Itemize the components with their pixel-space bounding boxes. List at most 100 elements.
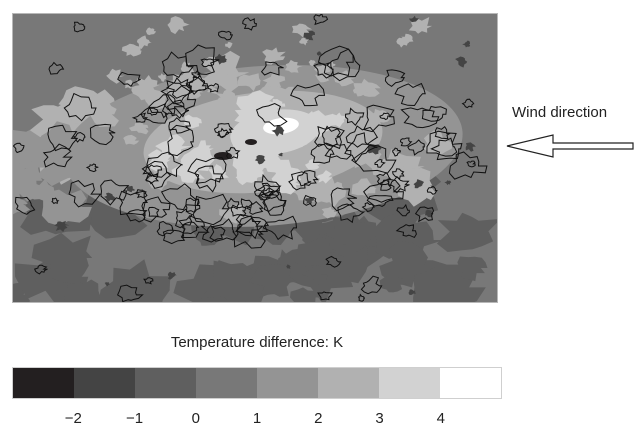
contour-line: [141, 160, 172, 189]
contour-line: [396, 203, 410, 217]
contour-line: [317, 291, 333, 301]
contour-line: [357, 293, 366, 302]
field-patch: [401, 33, 414, 44]
contour-line: [448, 151, 488, 180]
field-patch: [292, 23, 313, 38]
field-patch: [316, 51, 322, 56]
field-patch: [131, 83, 151, 97]
colorbar-tick-label: 3: [375, 410, 384, 427]
contour-line: [187, 157, 227, 184]
field-patch: [271, 125, 285, 137]
contour-line: [394, 82, 426, 107]
field-patch: [301, 265, 328, 285]
contour-line: [194, 165, 224, 193]
field-patch: [275, 174, 302, 195]
contour-line: [166, 77, 193, 99]
contour-line: [314, 126, 345, 150]
field-patch: [136, 75, 160, 94]
field-patch: [123, 134, 140, 145]
contour-line: [147, 107, 159, 116]
field-patch: [413, 179, 424, 189]
contour-line: [207, 83, 220, 93]
contour-line: [162, 229, 186, 245]
field-patch: [145, 27, 156, 36]
field-patch: [262, 72, 286, 88]
contour-line: [167, 124, 194, 157]
contour-line: [200, 58, 215, 68]
contour-line: [185, 74, 209, 92]
contour-line: [374, 158, 386, 168]
contour-line: [51, 197, 60, 205]
contour-line: [48, 61, 65, 75]
field-patch: [31, 232, 93, 284]
contour-line: [185, 44, 220, 75]
field-patch: [180, 61, 192, 73]
contour-line: [233, 217, 266, 249]
field-patch: [308, 59, 316, 67]
field-patch: [462, 40, 471, 48]
field-patch: [214, 53, 228, 65]
contour-line: [142, 164, 163, 177]
field-patch: [35, 150, 79, 187]
contour-line: [344, 132, 378, 164]
contour-line: [217, 30, 234, 41]
contour-line: [160, 80, 195, 105]
contour-line: [384, 69, 406, 88]
contour-line: [345, 125, 379, 148]
contour-line: [148, 94, 185, 119]
field-patch: [208, 164, 229, 181]
temperature-field: [13, 14, 497, 302]
contour-line: [63, 92, 97, 122]
field-patch: [321, 206, 337, 219]
contour-line: [140, 102, 169, 124]
contour-line: [379, 112, 390, 121]
field-patch: [305, 159, 320, 170]
field-patch: [259, 155, 283, 173]
colorbar-tick-label: 2: [314, 410, 323, 427]
field-patch: [408, 289, 416, 295]
contour-line: [13, 142, 25, 154]
contour-line: [466, 160, 476, 168]
field-patch: [147, 149, 172, 172]
field-patch: [324, 216, 379, 253]
colorbar-swatch: [13, 368, 74, 398]
field-patch: [98, 259, 171, 302]
field-patch: [254, 155, 266, 165]
contour-line: [202, 224, 226, 243]
contour-line: [351, 144, 397, 174]
contour-line: [255, 102, 288, 127]
field-patch: [366, 144, 382, 155]
contour-line: [117, 71, 141, 88]
field-patch: [167, 271, 177, 280]
contour-line: [392, 168, 405, 180]
field-patch: [245, 139, 257, 145]
contour-line: [163, 84, 197, 118]
field-patch: [157, 73, 167, 82]
contour-line: [330, 187, 358, 212]
contour-line: [192, 193, 230, 226]
colorbar-swatch: [196, 368, 257, 398]
contour-line: [14, 196, 36, 215]
field-patch: [379, 275, 407, 293]
contour-line: [322, 125, 341, 147]
field-patch: [54, 220, 70, 232]
contour-line: [143, 277, 154, 285]
colorbar-swatch: [135, 368, 196, 398]
contour-line: [142, 196, 171, 223]
field-patch: [166, 82, 186, 103]
contour-line: [160, 183, 200, 211]
contour-line: [360, 275, 383, 295]
contour-line: [68, 180, 102, 208]
contour-line: [414, 206, 435, 223]
contour-line: [258, 182, 280, 199]
contour-line: [131, 112, 148, 123]
contour-line: [361, 202, 375, 213]
contour-line: [392, 147, 402, 157]
heat-island-map: [12, 13, 498, 303]
contour-line: [262, 187, 275, 197]
contour-line: [288, 171, 312, 191]
colorbar-tick-label: −2: [64, 410, 82, 427]
contour-line: [310, 143, 335, 164]
contour-line: [363, 104, 395, 133]
contour-line: [168, 117, 191, 134]
